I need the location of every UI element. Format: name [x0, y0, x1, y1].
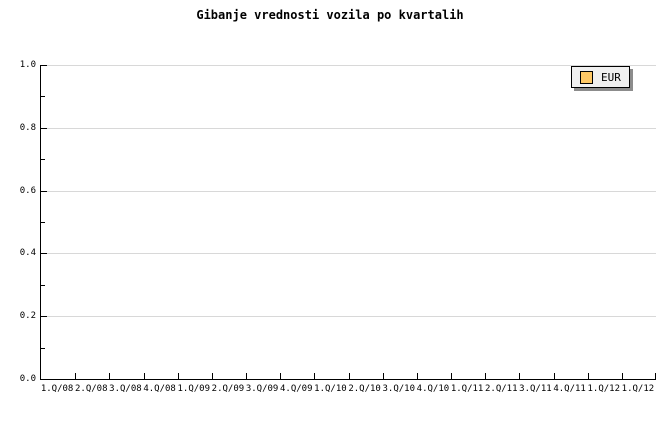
y-gridline	[41, 253, 656, 254]
legend-swatch	[580, 70, 593, 84]
y-major-tick	[41, 316, 47, 317]
x-axis: 1.Q/08 2.Q/08 3.Q/08 4.Q/08 1.Q/09 2.Q/09 3.Q/…	[40, 384, 655, 396]
x-tick-label: 4.Q/10	[416, 384, 450, 394]
x-tick-label: 1.Q/10	[314, 384, 347, 394]
x-tick	[109, 373, 110, 379]
x-tick	[212, 373, 213, 379]
x-tick	[655, 373, 656, 379]
x-tick	[280, 373, 281, 379]
plot-area	[40, 65, 656, 380]
y-major-tick	[41, 191, 47, 192]
x-tick-label: 4.Q/09	[279, 384, 313, 394]
x-tick	[383, 373, 384, 379]
y-minor-tick	[41, 285, 45, 286]
x-tick	[349, 373, 350, 379]
y-gridline	[41, 128, 656, 129]
x-tick-label: 2.Q/08	[74, 384, 108, 394]
x-tick	[554, 373, 555, 379]
legend-box: EUR	[571, 66, 630, 88]
y-tick-label: 0.4	[19, 248, 36, 258]
x-tick-label: 1.Q/11	[450, 384, 484, 394]
y-minor-tick	[41, 159, 45, 160]
x-tick	[246, 373, 247, 379]
x-tick	[519, 373, 520, 379]
x-tick-label: 3.Q/10	[382, 384, 416, 394]
y-gridline	[41, 316, 656, 317]
y-gridline	[41, 191, 656, 192]
x-tick	[485, 373, 486, 379]
x-tick-label: 1.Q/12	[621, 384, 655, 394]
y-major-tick	[41, 128, 47, 129]
y-major-tick	[41, 253, 47, 254]
legend-label: EUR	[601, 70, 621, 84]
x-tick-label: 1.Q/12	[587, 384, 621, 394]
y-tick-label: 0.6	[19, 186, 36, 196]
x-tick-label: 2.Q/10	[348, 384, 381, 394]
y-tick-label: 0.8	[19, 123, 36, 133]
x-tick-label: 1.Q/08	[40, 384, 74, 394]
x-tick	[178, 373, 179, 379]
x-tick	[622, 373, 623, 379]
x-tick	[588, 373, 589, 379]
y-minor-tick	[41, 96, 45, 97]
x-tick-label: 2.Q/11	[484, 384, 518, 394]
x-tick-label: 4.Q/08	[143, 384, 176, 394]
x-tick	[417, 373, 418, 379]
x-tick-label: 3.Q/08	[109, 384, 142, 394]
x-tick-label: 1.Q/09	[177, 384, 211, 394]
x-tick-label: 2.Q/09	[211, 384, 245, 394]
chart-title: Gibanje vrednosti vozila po kvartalih	[196, 8, 464, 22]
x-tick-label: 4.Q/11	[553, 384, 586, 394]
y-tick-label: 1.0	[19, 60, 36, 70]
y-minor-tick	[41, 348, 45, 349]
y-tick-label: 0.0	[19, 374, 36, 384]
x-tick	[314, 373, 315, 379]
x-tick	[144, 373, 145, 379]
y-gridline	[41, 65, 656, 66]
y-tick-label: 0.2	[19, 311, 36, 321]
y-minor-tick	[41, 222, 45, 223]
x-tick	[75, 373, 76, 379]
x-tick-label: 3.Q/09	[245, 384, 279, 394]
y-axis: 0.0 0.2 0.4 0.6 0.8 1.0	[0, 60, 36, 384]
y-major-tick	[41, 65, 47, 66]
x-tick	[451, 373, 452, 379]
x-tick-label: 3.Q/11	[519, 384, 552, 394]
